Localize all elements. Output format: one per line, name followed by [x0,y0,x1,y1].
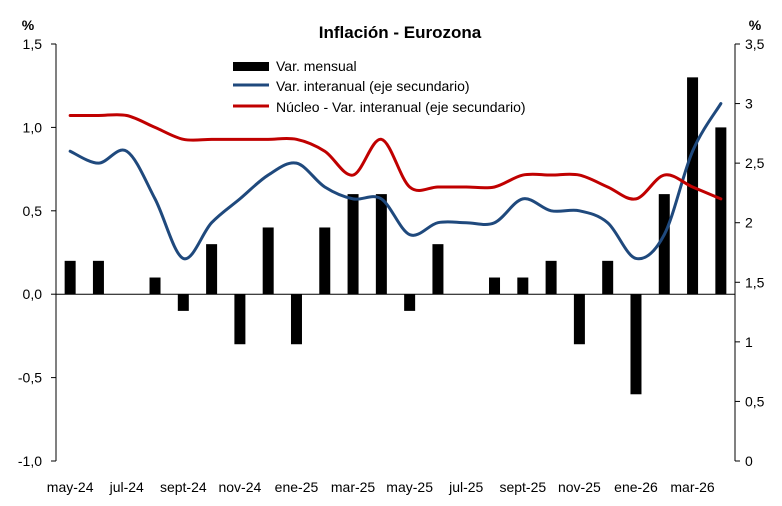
lines-group [68,102,723,261]
legend-label-line-red: Núcleo - Var. interanual (eje secundario… [276,99,526,115]
x-tick-label: sept-24 [160,479,207,495]
left-tick-label: 0,0 [23,286,43,302]
bars-group [64,77,727,395]
legend-label-bar: Var. mensual [276,58,357,74]
right-tick-label: 1 [745,334,753,350]
bar-var-mensual [262,227,274,295]
bar-var-mensual [432,244,444,295]
left-tick-label: -0,5 [18,370,42,386]
bar-var-mensual [206,244,218,295]
bar-var-mensual [319,227,331,295]
bar-var-mensual [602,260,614,295]
bar-var-mensual [517,277,529,295]
right-tick-label: 3,5 [745,36,765,52]
bar-var-mensual [489,277,501,295]
right-tick-label: 1,5 [745,274,765,290]
chart-title: Inflación - Eurozona [319,23,482,42]
bar-var-mensual [658,194,670,295]
x-tick-label: mar-26 [670,479,715,495]
x-tick-label: jul-25 [448,479,483,495]
x-tick-label: nov-24 [218,479,261,495]
left-axis-unit: % [22,17,35,33]
bar-var-mensual [234,294,246,345]
bar-var-mensual [715,127,727,295]
bar-var-mensual [404,294,416,311]
x-tick-label: mar-25 [331,479,376,495]
x-tick-label: jul-24 [109,479,144,495]
right-tick-label: 0 [745,453,753,469]
right-axis-unit: % [749,17,762,33]
legend-label-line-blue: Var. interanual (eje secundario) [276,78,470,94]
right-tick-label: 2,5 [745,155,765,171]
bar-var-mensual [347,194,359,295]
line-nucleo-interanual [68,113,723,201]
left-tick-label: -1,0 [18,453,42,469]
bar-var-mensual [149,277,161,295]
bar-var-mensual [92,260,104,295]
bar-var-mensual [573,294,585,345]
x-tick-label: sept-25 [499,479,546,495]
bar-var-mensual [177,294,189,311]
bar-var-mensual [375,194,387,295]
x-tick-label: nov-25 [558,479,601,495]
legend: Var. mensual Var. interanual (eje secund… [233,58,526,115]
bar-var-mensual [64,260,76,295]
bar-var-mensual [545,260,557,295]
bar-var-mensual [290,294,302,345]
left-tick-label: 1,5 [23,36,43,52]
right-tick-label: 2 [745,215,753,231]
bar-var-mensual [630,294,642,395]
axes [51,43,740,462]
right-tick-label: 0,5 [745,393,765,409]
left-tick-label: 0,5 [23,203,43,219]
line-var-interanual [68,102,723,261]
left-tick-label: 1,0 [23,119,43,135]
legend-swatch-bar [233,62,269,71]
x-tick-label: ene-25 [275,479,319,495]
x-tick-label: may-25 [386,479,433,495]
x-tick-label: ene-26 [614,479,658,495]
tick-labels-group: -1,0 -0,5 0,0 0,5 1,0 1,5 0 0,5 1 1,5 2 2,5 3 3,5 may-… [18,36,765,495]
x-tick-label: may-24 [47,479,94,495]
right-tick-label: 3 [745,96,753,112]
